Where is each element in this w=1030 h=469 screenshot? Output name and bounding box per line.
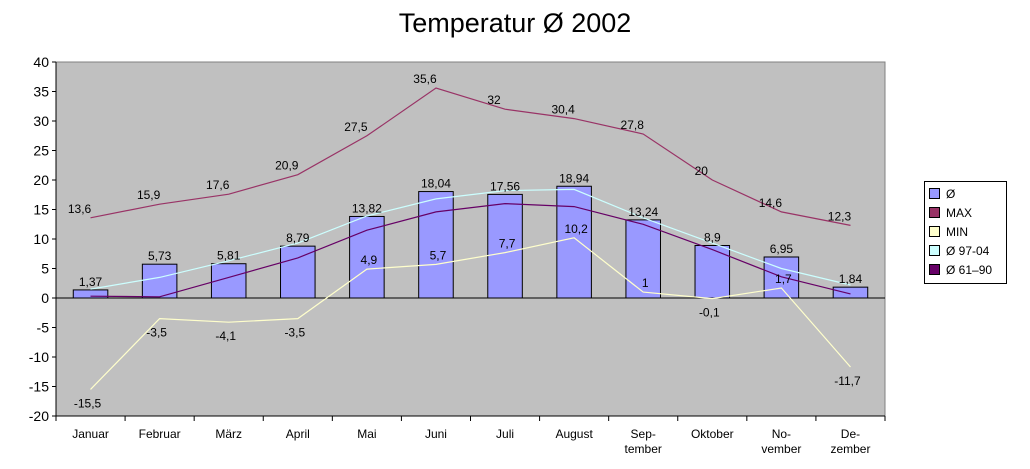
min-data-label: -15,5 xyxy=(74,396,102,410)
max-data-label: 20 xyxy=(695,164,709,178)
legend-swatch xyxy=(929,226,940,237)
y-tick-label: 5 xyxy=(41,261,49,277)
bar-data-label: 8,79 xyxy=(286,231,310,245)
max-data-label: 32 xyxy=(487,93,501,107)
max-data-label: 20,9 xyxy=(275,159,299,173)
max-data-label: 14,6 xyxy=(759,196,783,210)
bar-mean xyxy=(487,193,523,299)
y-tick-label: -10 xyxy=(29,349,49,365)
bar-data-label: 17,56 xyxy=(490,179,520,193)
bar-mean xyxy=(625,219,661,299)
legend-item: Ø xyxy=(929,184,1006,203)
min-data-label: -11,7 xyxy=(834,374,861,388)
legend-label: Ø xyxy=(946,186,956,201)
x-tick-label: Juni xyxy=(425,427,447,441)
line-min xyxy=(90,237,851,390)
legend-swatch xyxy=(929,207,940,218)
x-tick-label: De- xyxy=(841,427,860,441)
max-data-label: 15,9 xyxy=(137,188,161,202)
x-tick-label: zember xyxy=(830,442,870,456)
bar-mean xyxy=(556,185,592,299)
x-tick-label: Februar xyxy=(139,427,181,441)
y-tick-label: -5 xyxy=(37,320,50,336)
max-data-label: 12,3 xyxy=(828,209,852,223)
bar-data-label: 1,84 xyxy=(839,272,863,286)
bar-mean xyxy=(694,244,731,299)
max-data-label: 30,4 xyxy=(551,103,575,117)
bar-data-label: 1,37 xyxy=(79,275,103,289)
min-data-label: 10,2 xyxy=(564,222,588,236)
max-data-label: 17,6 xyxy=(206,178,230,192)
legend-item: MIN xyxy=(929,222,1006,241)
min-data-label: 1 xyxy=(642,276,649,290)
x-tick-label: Mai xyxy=(357,427,376,441)
bar-mean xyxy=(418,191,454,299)
max-data-label: 35,6 xyxy=(413,72,437,86)
y-tick-label: 10 xyxy=(33,231,49,247)
y-tick-label: 0 xyxy=(41,290,49,306)
line-max xyxy=(90,87,851,226)
bar-data-label: 18,94 xyxy=(559,171,589,185)
chart-title: Temperatur Ø 2002 xyxy=(398,8,632,38)
min-data-label: -4,1 xyxy=(215,329,236,343)
legend-swatch xyxy=(929,245,940,256)
x-tick-label: April xyxy=(286,427,310,441)
bar-mean xyxy=(832,286,869,299)
legend-item: Ø 61–90 xyxy=(929,260,1006,279)
line-97-04 xyxy=(90,188,851,290)
x-tick-label: No- xyxy=(772,427,791,441)
min-data-label: 7,7 xyxy=(499,237,516,251)
y-tick-label: 40 xyxy=(33,54,49,70)
x-tick-label: Juli xyxy=(496,427,514,441)
bar-data-label: 5,73 xyxy=(148,249,172,263)
min-data-label: 1,7 xyxy=(775,272,792,286)
y-tick-label: 35 xyxy=(33,84,49,100)
y-tick-label: 20 xyxy=(33,172,49,188)
legend-swatch xyxy=(929,188,940,199)
bar-data-label: 18,04 xyxy=(421,177,451,191)
min-data-label: -3,5 xyxy=(284,326,305,340)
y-tick-label: -15 xyxy=(29,379,49,395)
y-tick-label: 15 xyxy=(33,202,49,218)
max-data-label: 27,5 xyxy=(344,120,368,134)
bar-data-label: 8,9 xyxy=(704,230,721,244)
x-tick-label: März xyxy=(215,427,242,441)
max-data-label: 27,8 xyxy=(621,118,645,132)
y-tick-label: 30 xyxy=(33,113,49,129)
x-tick-label: vember xyxy=(761,442,801,456)
x-tick-label: Januar xyxy=(72,427,109,441)
bar-data-label: 13,24 xyxy=(628,205,658,219)
line-61-90 xyxy=(90,202,851,298)
legend-label: MIN xyxy=(946,224,968,239)
x-tick-label: August xyxy=(555,427,593,441)
x-tick-label: Oktober xyxy=(691,427,734,441)
min-data-label: -0,1 xyxy=(699,306,720,320)
legend-swatch xyxy=(929,264,940,275)
legend-label: Ø 97-04 xyxy=(946,243,990,258)
y-tick-label: -20 xyxy=(29,408,49,424)
y-tick-label: 25 xyxy=(33,143,49,159)
legend-item: MAX xyxy=(929,203,1006,222)
legend-label: Ø 61–90 xyxy=(946,262,993,277)
max-data-label: 13,6 xyxy=(68,202,92,216)
legend-label: MAX xyxy=(946,205,973,220)
x-tick-label: Sep- xyxy=(631,427,656,441)
bar-data-label: 5,81 xyxy=(217,249,241,263)
min-data-label: 4,9 xyxy=(361,253,378,267)
bar-data-label: 6,95 xyxy=(770,242,794,256)
min-data-label: 5,7 xyxy=(430,248,447,262)
x-tick-label: tember xyxy=(625,442,662,456)
min-data-label: -3,5 xyxy=(146,326,167,340)
plot-area xyxy=(55,61,886,417)
bar-mean xyxy=(280,245,316,299)
legend-item: Ø 97-04 xyxy=(929,241,1006,260)
legend: Ø MAX MIN Ø 97-04 Ø 61–90 xyxy=(924,181,1007,284)
bar-data-label: 13,82 xyxy=(352,201,382,215)
